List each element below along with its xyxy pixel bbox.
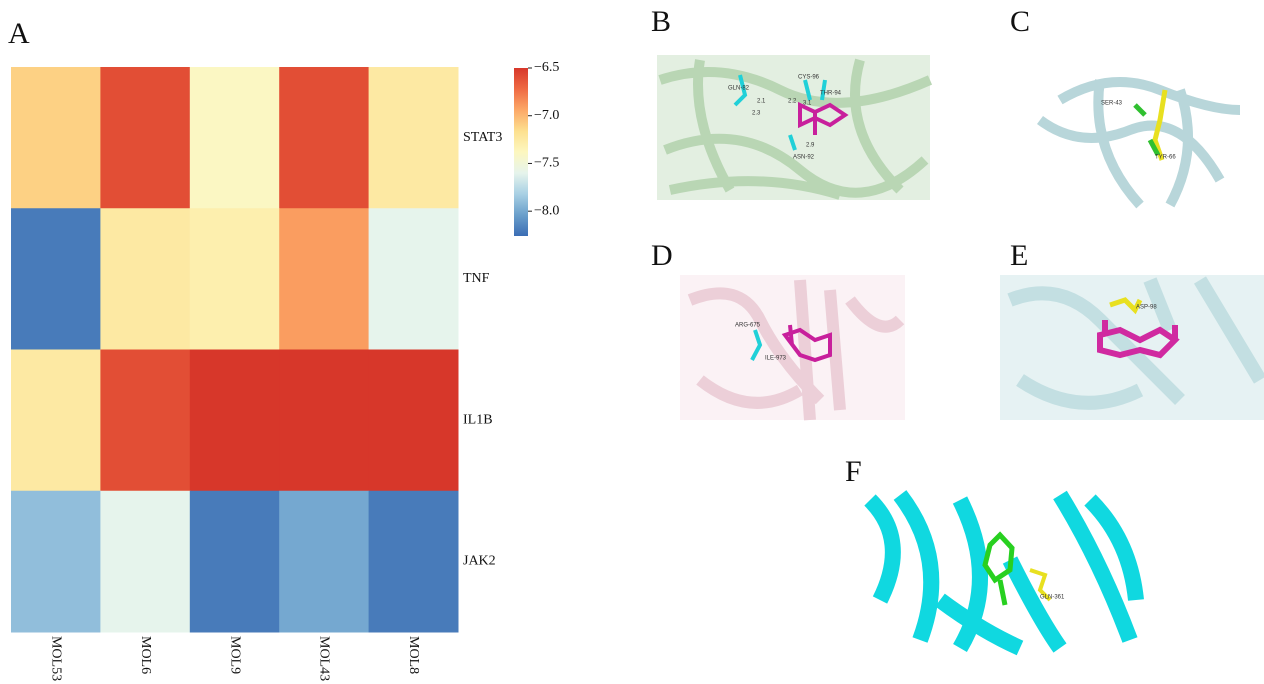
residue-label: ASN-92 <box>793 155 815 161</box>
heat-cell <box>368 67 459 209</box>
panel-label: A <box>8 17 30 50</box>
panel-labels: A B C D E F GLN-82 CYS-96 THR-94 ASN-92 … <box>8 5 1176 601</box>
distance-label: 2.3 <box>752 111 761 117</box>
panel-f-image <box>862 490 1144 656</box>
colorbar-tick-label: −7.5 <box>534 156 559 171</box>
heat-cell <box>189 490 280 633</box>
column-label: MOL6 <box>138 636 153 674</box>
column-label: MOL43 <box>317 636 332 681</box>
column-label: MOL9 <box>227 636 242 674</box>
column-label: MOL8 <box>406 636 421 674</box>
panel-d-image <box>680 275 905 421</box>
heat-cell <box>368 208 459 350</box>
heat-cell <box>279 349 370 492</box>
panel-label: B <box>651 5 671 38</box>
heat-cell <box>189 208 280 350</box>
row-label: STAT3 <box>463 130 502 145</box>
heat-cell <box>279 490 370 633</box>
panel-label: D <box>651 239 673 272</box>
panel-b-image <box>657 55 933 200</box>
heat-cell <box>100 490 191 633</box>
row-label: TNF <box>463 271 490 286</box>
colorbar-tick-label: −7.0 <box>534 108 559 123</box>
column-label: MOL53 <box>48 636 63 681</box>
heat-cell <box>100 67 191 209</box>
panel-e-image <box>1000 275 1264 420</box>
heat-cell <box>279 67 370 209</box>
row-label: IL1B <box>463 412 493 427</box>
distance-label: 2.1 <box>757 99 766 105</box>
residue-label: THR-94 <box>820 91 842 97</box>
colorbar <box>514 68 528 236</box>
heat-cell <box>100 349 191 492</box>
residue-label: ASP-98 <box>1136 305 1157 311</box>
heat-cell <box>189 349 280 492</box>
residue-label: CYS-96 <box>798 75 820 81</box>
panel-label: C <box>1010 5 1030 38</box>
heat-cell <box>279 208 370 350</box>
heat-cell <box>100 208 191 350</box>
heat-cell <box>11 349 101 492</box>
panel-c-image <box>1037 77 1241 209</box>
panel-label: E <box>1010 239 1028 272</box>
residue-label: SER-43 <box>1101 101 1123 107</box>
heat-cell <box>11 67 101 209</box>
residue-label: GLN-82 <box>728 86 750 92</box>
heat-cell <box>368 490 459 633</box>
residue-label: ARG-675 <box>735 323 761 329</box>
distance-label: 3.1 <box>803 101 812 107</box>
heat-cell <box>189 67 280 209</box>
heat-cell <box>368 349 459 492</box>
distance-label: 2.2 <box>788 99 797 105</box>
residue-label: GLN-361 <box>1040 595 1065 601</box>
colorbar-tick-label: −8.0 <box>534 203 559 218</box>
heatmap: STAT3 TNF IL1B JAK2 MOL53 MOL6 MOL9 MOL43 MOL8 −6… <box>11 60 559 681</box>
heat-cell <box>11 208 101 350</box>
residue-label: ILE-973 <box>765 356 787 362</box>
heat-cell <box>11 490 101 633</box>
row-label: JAK2 <box>463 554 496 569</box>
colorbar-tick-label: −6.5 <box>534 60 559 75</box>
panel-label: F <box>845 455 862 488</box>
distance-label: 2.9 <box>806 143 815 149</box>
residue-label: TYR-66 <box>1155 155 1176 161</box>
